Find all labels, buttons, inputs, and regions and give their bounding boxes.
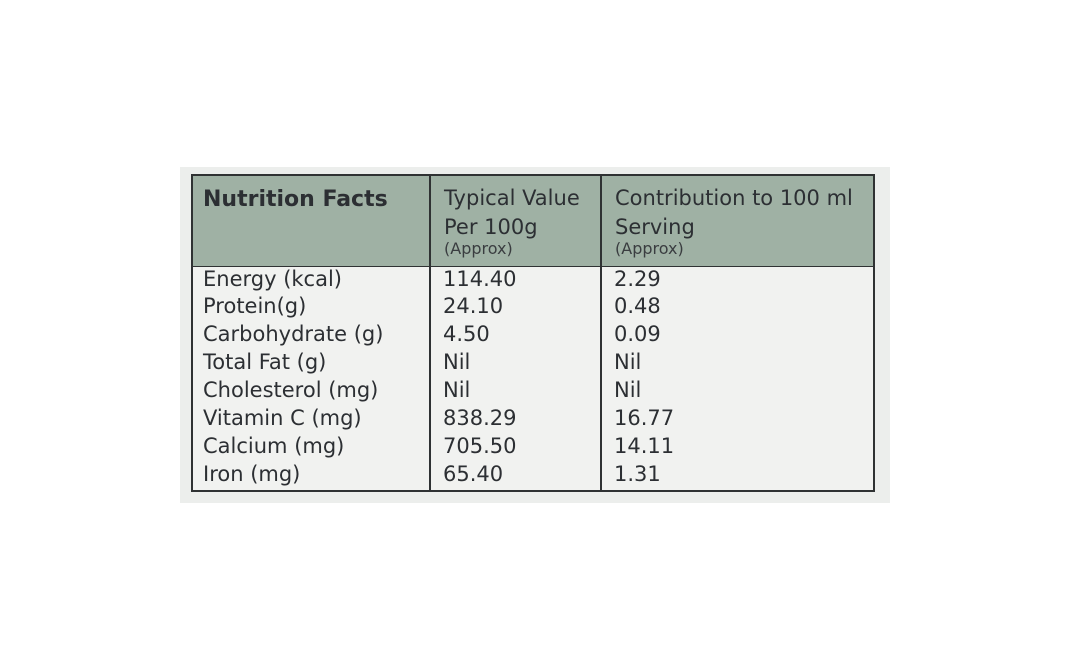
contribution-header: Contribution to 100 ml Serving (Approx) xyxy=(601,176,873,267)
contribution-value: 14.11 xyxy=(614,434,675,459)
nutrient-name: Energy (kcal) xyxy=(193,266,431,295)
typical-value-line2: Per 100g xyxy=(444,215,538,239)
nutrient-name: Cholesterol (mg) xyxy=(193,378,431,407)
table-row: Energy (kcal) 114.40 2.29 xyxy=(193,266,873,295)
typical-value: 4.50 xyxy=(430,322,602,351)
typical-value: 65.40 xyxy=(430,461,602,490)
typical-value: 838.29 xyxy=(430,406,602,435)
header-row: Nutrition Facts Typical Value Per 100g (… xyxy=(193,176,873,267)
table-row: Calcium (mg) 705.50 14.11 xyxy=(193,434,873,462)
table-row: Protein(g) 24.10 0.48 xyxy=(193,294,873,323)
nutrient-name: Carbohydrate (g) xyxy=(193,322,431,351)
table-row: Total Fat (g) Nil Nil xyxy=(193,350,873,379)
contribution-value: 0.09 xyxy=(614,322,661,347)
table-row: Cholesterol (mg) Nil Nil xyxy=(193,378,873,407)
typical-value: 705.50 xyxy=(430,434,602,462)
typical-value-header: Typical Value Per 100g (Approx) xyxy=(430,176,602,267)
nutrient-name: Iron (mg) xyxy=(193,461,431,490)
contribution-approx-note: (Approx) xyxy=(615,239,684,258)
nutrient-name: Calcium (mg) xyxy=(193,434,431,462)
typical-value: Nil xyxy=(430,350,602,379)
nutrient-name: Vitamin C (mg) xyxy=(193,406,431,435)
contribution-line2: Serving xyxy=(615,215,695,239)
contribution-value: 1.31 xyxy=(614,461,661,486)
typical-value: 114.40 xyxy=(430,266,602,295)
nutrition-facts-table: Nutrition Facts Typical Value Per 100g (… xyxy=(191,174,875,492)
typical-value-approx-note: (Approx) xyxy=(444,239,513,258)
contribution-value: 2.29 xyxy=(614,266,661,291)
contribution-value: 16.77 xyxy=(614,406,675,431)
nutrient-name: Total Fat (g) xyxy=(193,350,431,379)
contribution-value: Nil xyxy=(614,378,642,403)
nutrient-name: Protein(g) xyxy=(193,294,431,323)
typical-value: 24.10 xyxy=(430,294,602,323)
typical-value: Nil xyxy=(430,378,602,407)
table-row: Iron (mg) 65.40 1.31 xyxy=(193,461,873,490)
contribution-value: Nil xyxy=(614,350,642,375)
table-row: Carbohydrate (g) 4.50 0.09 xyxy=(193,322,873,351)
nutrition-table: Nutrition Facts Typical Value Per 100g (… xyxy=(193,176,873,490)
contribution-line1: Contribution to 100 ml xyxy=(615,186,853,210)
nutrition-facts-heading: Nutrition Facts xyxy=(193,176,431,267)
table-row: Vitamin C (mg) 838.29 16.77 xyxy=(193,406,873,435)
typical-value-line1: Typical Value xyxy=(444,186,580,210)
contribution-value: 0.48 xyxy=(614,294,661,319)
